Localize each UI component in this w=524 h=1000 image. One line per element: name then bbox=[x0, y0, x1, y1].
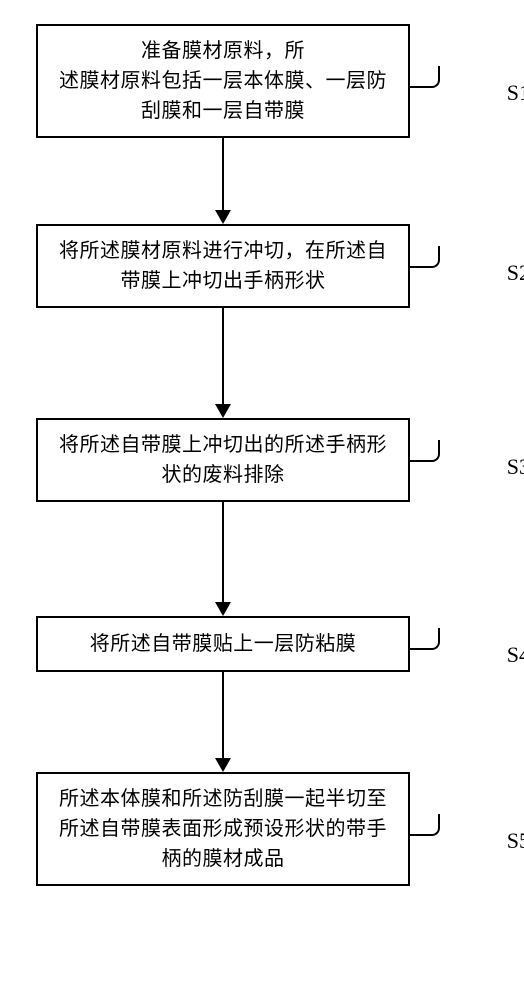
flowchart-container: 准备膜材原料，所 述膜材原料包括一层本体膜、一层防 刮膜和一层自带膜S1 将所述膜… bbox=[36, 24, 486, 886]
flow-box-text: 准备膜材原料，所 述膜材原料包括一层本体膜、一层防 刮膜和一层自带膜 bbox=[59, 36, 387, 126]
flow-arrow bbox=[36, 672, 410, 772]
flow-box-text: 将所述膜材原料进行冲切，在所述自 带膜上冲切出手柄形状 bbox=[59, 236, 387, 296]
flow-box-3: 将所述自带膜上冲切出的所述手柄形 状的废料排除 bbox=[36, 418, 410, 502]
arrow-head-icon bbox=[215, 404, 231, 418]
flow-box-2: 将所述膜材原料进行冲切，在所述自 带膜上冲切出手柄形状 bbox=[36, 224, 410, 308]
arrow-line bbox=[222, 502, 224, 614]
step-label-s4: S4 bbox=[507, 642, 524, 668]
flow-arrow bbox=[36, 138, 410, 224]
label-connector bbox=[410, 246, 440, 268]
flow-step-4: 将所述自带膜贴上一层防粘膜S4 bbox=[36, 616, 486, 672]
label-connector bbox=[410, 628, 440, 650]
label-connector bbox=[410, 66, 440, 88]
arrow-line bbox=[222, 308, 224, 416]
flow-box-4: 将所述自带膜贴上一层防粘膜 bbox=[36, 616, 410, 672]
flow-box-5: 所述本体膜和所述防刮膜一起半切至 所述自带膜表面形成预设形状的带手 柄的膜材成品 bbox=[36, 772, 410, 886]
arrow-head-icon bbox=[215, 602, 231, 616]
arrow-head-icon bbox=[215, 210, 231, 224]
step-label-s5: S5 bbox=[507, 828, 524, 854]
step-label-s1: S1 bbox=[507, 80, 524, 106]
flow-step-2: 将所述膜材原料进行冲切，在所述自 带膜上冲切出手柄形状S2 bbox=[36, 224, 486, 308]
arrow-head-icon bbox=[215, 758, 231, 772]
flow-step-5: 所述本体膜和所述防刮膜一起半切至 所述自带膜表面形成预设形状的带手 柄的膜材成品… bbox=[36, 772, 486, 886]
step-label-s3: S3 bbox=[507, 454, 524, 480]
label-connector bbox=[410, 814, 440, 836]
step-label-s2: S2 bbox=[507, 260, 524, 286]
flow-step-1: 准备膜材原料，所 述膜材原料包括一层本体膜、一层防 刮膜和一层自带膜S1 bbox=[36, 24, 486, 138]
flow-box-text: 将所述自带膜贴上一层防粘膜 bbox=[90, 629, 357, 659]
label-connector bbox=[410, 440, 440, 462]
flow-box-text: 所述本体膜和所述防刮膜一起半切至 所述自带膜表面形成预设形状的带手 柄的膜材成品 bbox=[59, 784, 387, 874]
arrow-line bbox=[222, 672, 224, 770]
flow-box-text: 将所述自带膜上冲切出的所述手柄形 状的废料排除 bbox=[59, 430, 387, 490]
flow-arrow bbox=[36, 308, 410, 418]
flow-step-3: 将所述自带膜上冲切出的所述手柄形 状的废料排除S3 bbox=[36, 418, 486, 502]
flow-box-1: 准备膜材原料，所 述膜材原料包括一层本体膜、一层防 刮膜和一层自带膜 bbox=[36, 24, 410, 138]
flow-arrow bbox=[36, 502, 410, 616]
